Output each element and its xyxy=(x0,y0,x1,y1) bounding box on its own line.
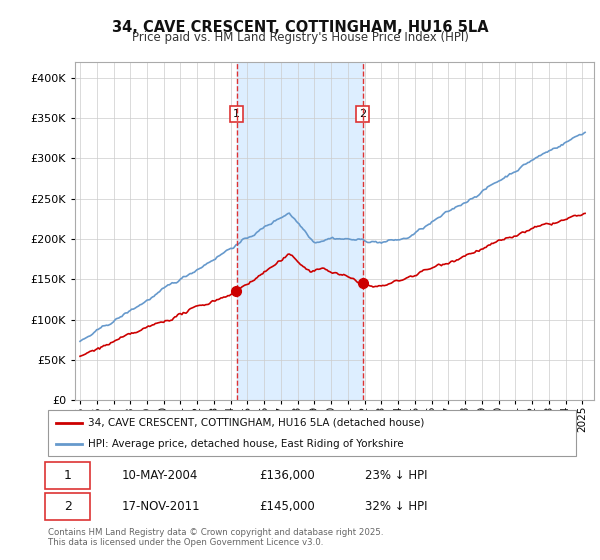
Text: Contains HM Land Registry data © Crown copyright and database right 2025.
This d: Contains HM Land Registry data © Crown c… xyxy=(48,528,383,547)
Text: 34, CAVE CRESCENT, COTTINGHAM, HU16 5LA: 34, CAVE CRESCENT, COTTINGHAM, HU16 5LA xyxy=(112,20,488,35)
Text: 32% ↓ HPI: 32% ↓ HPI xyxy=(365,500,427,514)
Text: 1: 1 xyxy=(64,469,72,483)
Text: 2: 2 xyxy=(359,109,366,119)
Text: £136,000: £136,000 xyxy=(259,469,315,483)
Text: 2: 2 xyxy=(64,500,72,514)
FancyBboxPatch shape xyxy=(46,463,90,489)
Text: 10-MAY-2004: 10-MAY-2004 xyxy=(122,469,198,483)
FancyBboxPatch shape xyxy=(46,493,90,520)
Text: 1: 1 xyxy=(233,109,240,119)
Text: 23% ↓ HPI: 23% ↓ HPI xyxy=(365,469,427,483)
Text: £145,000: £145,000 xyxy=(259,500,315,514)
Bar xyxy=(237,62,362,400)
Text: 34, CAVE CRESCENT, COTTINGHAM, HU16 5LA (detached house): 34, CAVE CRESCENT, COTTINGHAM, HU16 5LA … xyxy=(88,418,424,428)
Text: 17-NOV-2011: 17-NOV-2011 xyxy=(122,500,200,514)
FancyBboxPatch shape xyxy=(48,410,576,456)
Text: HPI: Average price, detached house, East Riding of Yorkshire: HPI: Average price, detached house, East… xyxy=(88,439,403,449)
Text: Price paid vs. HM Land Registry's House Price Index (HPI): Price paid vs. HM Land Registry's House … xyxy=(131,31,469,44)
